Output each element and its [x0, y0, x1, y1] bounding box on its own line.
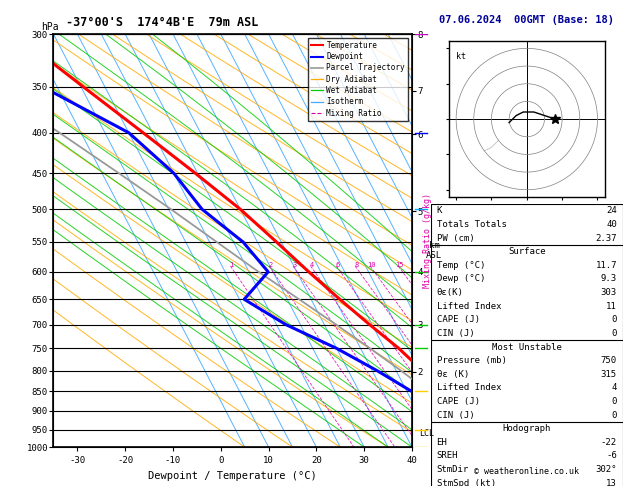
Text: kt: kt — [456, 52, 466, 61]
X-axis label: Dewpoint / Temperature (°C): Dewpoint / Temperature (°C) — [148, 471, 317, 481]
Text: Totals Totals: Totals Totals — [437, 220, 506, 229]
Text: CIN (J): CIN (J) — [437, 329, 474, 338]
Text: 302°: 302° — [596, 465, 617, 474]
Text: Lifted Index: Lifted Index — [437, 383, 501, 392]
Text: 4: 4 — [309, 262, 314, 268]
Text: Dewp (°C): Dewp (°C) — [437, 275, 485, 283]
Text: Surface: Surface — [508, 247, 545, 256]
Text: 07.06.2024  00GMT (Base: 18): 07.06.2024 00GMT (Base: 18) — [439, 15, 615, 25]
Text: Mixing Ratio (g/kg): Mixing Ratio (g/kg) — [423, 193, 432, 288]
Text: θε(K): θε(K) — [437, 288, 464, 297]
Text: 8: 8 — [354, 262, 359, 268]
Text: 303: 303 — [601, 288, 617, 297]
Text: © weatheronline.co.uk: © weatheronline.co.uk — [474, 467, 579, 476]
Text: 315: 315 — [601, 370, 617, 379]
Text: 2.37: 2.37 — [596, 234, 617, 243]
Text: 13: 13 — [606, 479, 617, 486]
Legend: Temperature, Dewpoint, Parcel Trajectory, Dry Adiabat, Wet Adiabat, Isotherm, Mi: Temperature, Dewpoint, Parcel Trajectory… — [308, 38, 408, 121]
Text: 0: 0 — [611, 397, 617, 406]
Text: Lifted Index: Lifted Index — [437, 302, 501, 311]
Text: PW (cm): PW (cm) — [437, 234, 474, 243]
Text: 0: 0 — [611, 411, 617, 419]
Text: StmDir: StmDir — [437, 465, 469, 474]
Text: 9.3: 9.3 — [601, 275, 617, 283]
Text: SREH: SREH — [437, 451, 458, 460]
Text: -37°00'S  174°4B'E  79m ASL: -37°00'S 174°4B'E 79m ASL — [66, 16, 259, 29]
Text: 24: 24 — [606, 207, 617, 215]
Text: K: K — [437, 207, 442, 215]
Text: θε (K): θε (K) — [437, 370, 469, 379]
Text: EH: EH — [437, 438, 447, 447]
Text: 11: 11 — [606, 302, 617, 311]
Text: Hodograph: Hodograph — [503, 424, 551, 433]
Text: 11.7: 11.7 — [596, 261, 617, 270]
Text: CAPE (J): CAPE (J) — [437, 397, 480, 406]
Text: Pressure (mb): Pressure (mb) — [437, 356, 506, 365]
Text: 750: 750 — [601, 356, 617, 365]
Text: 40: 40 — [606, 220, 617, 229]
Text: -6: -6 — [606, 451, 617, 460]
Text: LCL: LCL — [419, 429, 434, 438]
Text: 6: 6 — [335, 262, 340, 268]
Text: 1: 1 — [230, 262, 234, 268]
Text: Temp (°C): Temp (°C) — [437, 261, 485, 270]
Text: 15: 15 — [396, 262, 404, 268]
Text: 2: 2 — [268, 262, 272, 268]
Text: 10: 10 — [367, 262, 376, 268]
Text: 0: 0 — [611, 315, 617, 324]
Text: -22: -22 — [601, 438, 617, 447]
Text: 3: 3 — [292, 262, 296, 268]
Text: CIN (J): CIN (J) — [437, 411, 474, 419]
Text: 4: 4 — [611, 383, 617, 392]
Y-axis label: km
ASL: km ASL — [426, 241, 442, 260]
Text: 0: 0 — [611, 329, 617, 338]
Text: StmSpd (kt): StmSpd (kt) — [437, 479, 496, 486]
Text: hPa: hPa — [41, 21, 58, 32]
Text: CAPE (J): CAPE (J) — [437, 315, 480, 324]
Text: Most Unstable: Most Unstable — [492, 343, 562, 351]
